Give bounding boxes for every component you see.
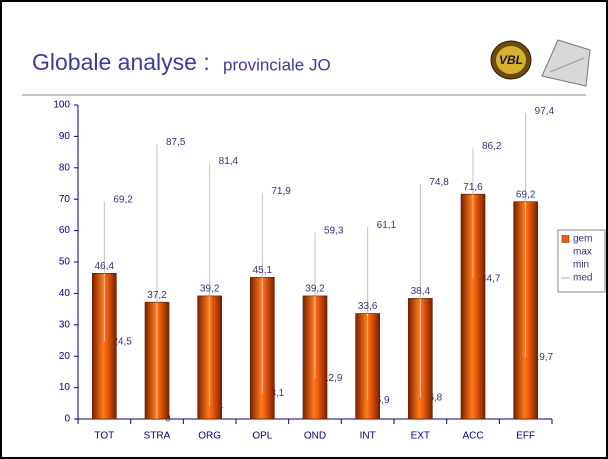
max-label: 71,9 (271, 186, 291, 197)
max-label: 74,8 (429, 177, 449, 188)
max-label: 61,1 (377, 220, 397, 231)
legend-label: med (573, 273, 592, 284)
max-label: 87,5 (166, 137, 186, 148)
bar-label: 37,2 (147, 290, 167, 301)
max-label: 69,2 (113, 194, 133, 205)
y-tick-label: 90 (59, 131, 71, 142)
max-label: 97,4 (535, 106, 555, 117)
y-tick-label: 80 (59, 162, 71, 173)
chart-subtitle: provinciale JO (223, 55, 331, 74)
legend-swatch (562, 236, 569, 243)
y-tick-label: 20 (59, 351, 71, 362)
y-tick-label: 70 (59, 194, 71, 205)
x-tick-label: ORG (198, 431, 221, 442)
legend-label: max (573, 247, 592, 258)
y-tick-label: 50 (59, 257, 71, 268)
y-tick-label: 60 (59, 225, 71, 236)
x-tick-label: TOT (94, 431, 114, 442)
legend-label: min (573, 260, 589, 271)
bar-label: 45,1 (253, 265, 273, 276)
bar-label: 39,2 (200, 284, 220, 295)
logo-text: VBL (499, 53, 523, 67)
legend-label: gem (573, 234, 592, 245)
y-tick-label: 40 (59, 288, 71, 299)
bar-label: 46,4 (95, 261, 115, 272)
x-tick-label: ACC (462, 431, 483, 442)
y-tick-label: 30 (59, 319, 71, 330)
x-tick-label: OND (304, 431, 326, 442)
slide: Globale analyse : provinciale JO VBL 0 10… (0, 0, 608, 459)
bar-label: 38,4 (411, 286, 431, 297)
y-tick-label: 10 (59, 382, 71, 393)
x-tick-label: EFF (516, 431, 535, 442)
x-tick-label: INT (360, 431, 376, 442)
x-tick-label: OPL (252, 431, 272, 442)
chart-title: Globale analyse : (32, 49, 210, 75)
x-tick-label: EXT (411, 431, 430, 442)
y-tick-label: 100 (53, 100, 70, 111)
max-label: 86,2 (482, 141, 502, 152)
bar-label: 39,2 (305, 284, 325, 295)
bar-label: 33,6 (358, 301, 378, 312)
max-label: 59,3 (324, 225, 344, 236)
x-tick-label: STRA (144, 431, 171, 442)
bar-label: 69,2 (516, 189, 536, 200)
y-tick-label: 0 (64, 414, 70, 425)
max-label: 81,4 (219, 156, 239, 167)
bar-label: 71,6 (463, 182, 483, 193)
page: Globale analyse : provinciale JO VBL 0 10… (0, 0, 608, 459)
